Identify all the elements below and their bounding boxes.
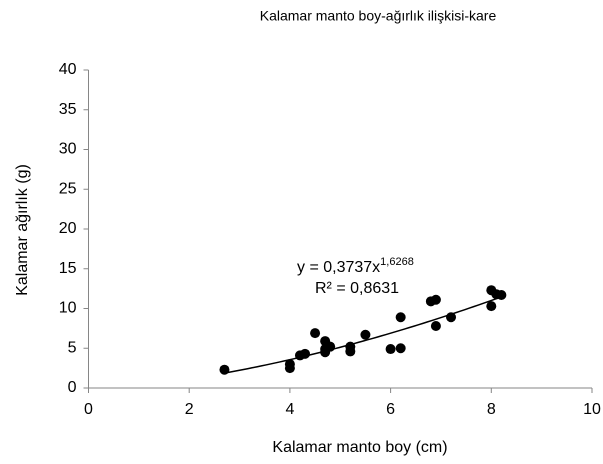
x-tick-label: 2 [185,401,194,418]
annotation: y = 0,3737x1,6268 [297,256,414,276]
x-tick-label: 0 [84,401,93,418]
y-tick-label: 35 [59,101,77,118]
annotation-text: R² = 0,8631 [315,280,399,297]
point [395,343,406,354]
point [430,294,441,305]
x-tick-label: 6 [386,401,395,418]
point [345,346,356,357]
point [430,320,441,331]
point [219,364,230,375]
y-tick-label: 30 [59,141,77,158]
y-tick-label: 5 [68,339,77,356]
point [360,329,371,340]
y-tick-label: 10 [59,300,77,317]
y-tick-label: 15 [59,260,77,277]
y-axis-label: Kalamar ağırlık (g) [14,164,31,296]
point [385,344,396,355]
chart-title: Kalamar manto boy-ağırlık ilişkisi-kare [260,8,497,24]
point [300,348,311,359]
trendline [224,296,502,374]
annotation-text: y = 0,3737x [297,259,380,276]
x-tick-label: 10 [583,401,601,418]
point [486,301,497,312]
x-tick-label: 4 [285,401,294,418]
x-tick-label: 8 [487,401,496,418]
y-tick-label: 40 [59,61,77,78]
point [284,359,295,370]
x-axis-label: Kalamar manto boy (cm) [272,439,447,456]
annotation: R² = 0,8631 [315,280,399,297]
point [446,312,457,323]
point [325,341,336,352]
point [395,312,406,323]
annotation-superscript: 1,6268 [380,256,414,268]
y-tick-label: 20 [59,220,77,237]
point [496,289,507,300]
point [310,328,321,339]
y-tick-label: 0 [68,379,77,396]
y-tick-label: 25 [59,180,77,197]
